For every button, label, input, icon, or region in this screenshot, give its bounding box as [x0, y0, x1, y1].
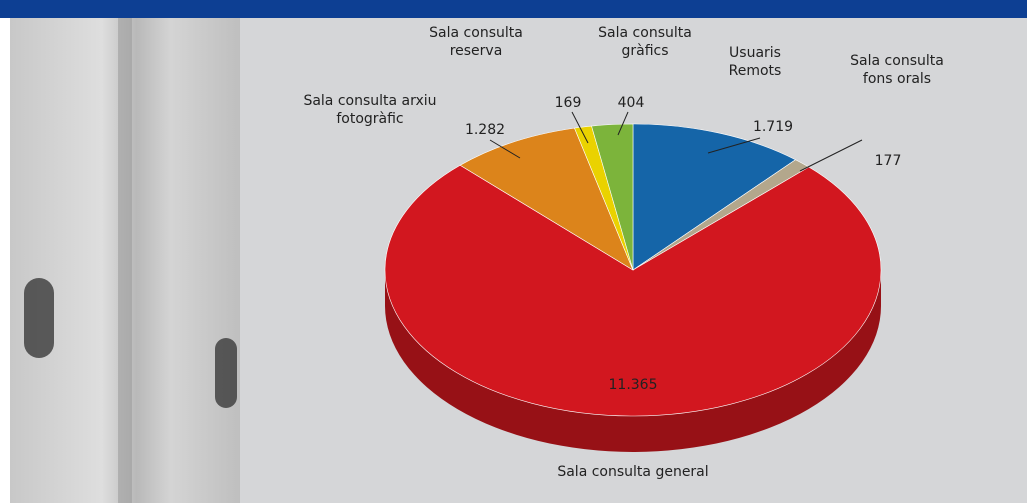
pie-slice — [384, 164, 882, 417]
header-bar — [0, 0, 1027, 18]
pie-slice — [591, 123, 634, 271]
value-label: 11.365 — [608, 377, 658, 393]
category-label: Sala consulta gràfics — [598, 25, 692, 59]
leader-line — [799, 139, 863, 172]
value-label: 404 — [617, 95, 645, 111]
leader-line — [617, 111, 629, 136]
value-label: 1.719 — [752, 119, 794, 135]
pie-slice — [459, 127, 634, 271]
photo-pole — [118, 18, 132, 503]
photo-shadow — [215, 338, 237, 408]
category-label: Sala consulta arxiu fotogràfic — [303, 93, 437, 127]
category-label: Sala consulta reserva — [429, 25, 523, 59]
photo — [10, 18, 240, 503]
photo-shadow — [24, 278, 54, 358]
category-label: Usuaris Remots — [728, 45, 782, 79]
value-label: 177 — [874, 153, 902, 169]
leader-line — [707, 137, 761, 154]
value-label: 169 — [554, 95, 582, 111]
value-label: 1.282 — [464, 122, 506, 138]
leader-line — [571, 111, 589, 144]
category-label: Sala consulta fons orals — [850, 53, 944, 87]
category-label: Sala consulta general — [557, 464, 709, 480]
pie-slice — [632, 123, 797, 271]
pie-side — [385, 270, 881, 452]
leader-line — [489, 139, 521, 159]
